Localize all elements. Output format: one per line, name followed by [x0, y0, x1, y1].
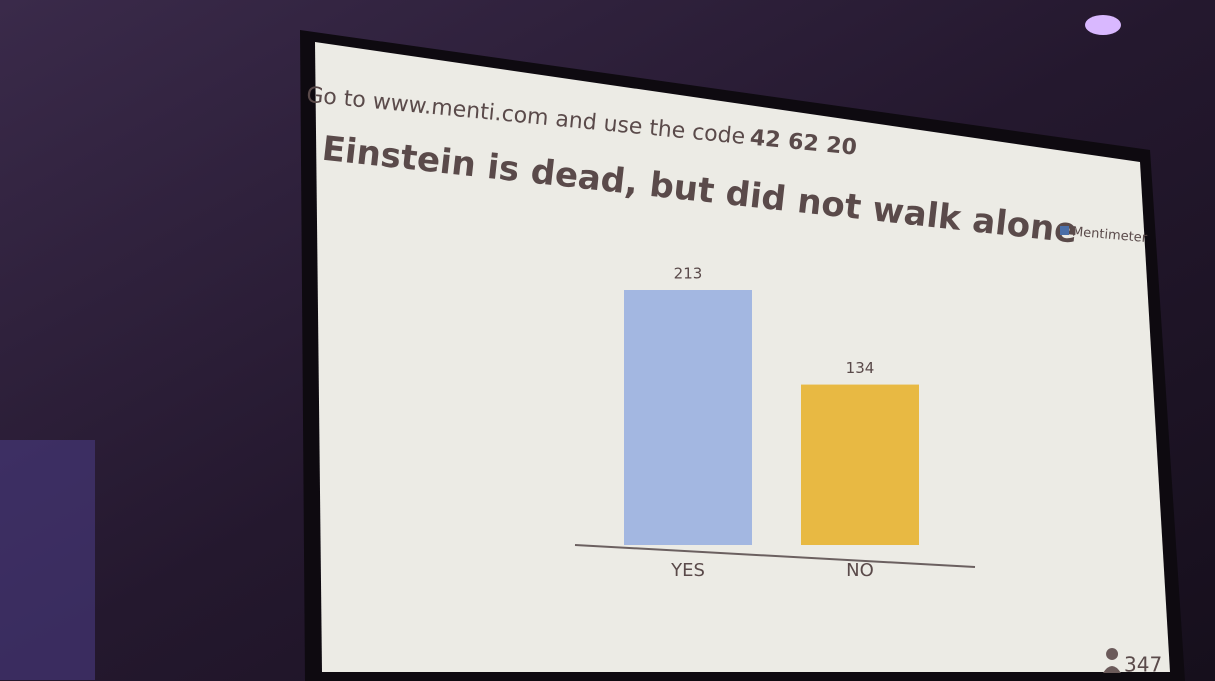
stage-light: [1085, 15, 1121, 35]
page: Go to www.menti.com and use the code 42 …: [0, 0, 1215, 681]
brand-icon: [1060, 226, 1069, 235]
wall-light: [0, 440, 95, 680]
x-tick-label: YES: [670, 560, 705, 581]
data-label: 134: [846, 359, 875, 377]
photo: Go to www.menti.com and use the code 42 …: [0, 0, 1215, 681]
x-tick-label: NO: [846, 560, 874, 581]
participants: 347: [1124, 653, 1162, 677]
bar: [801, 385, 919, 545]
data-label: 213: [674, 265, 703, 283]
bar: [624, 290, 752, 545]
